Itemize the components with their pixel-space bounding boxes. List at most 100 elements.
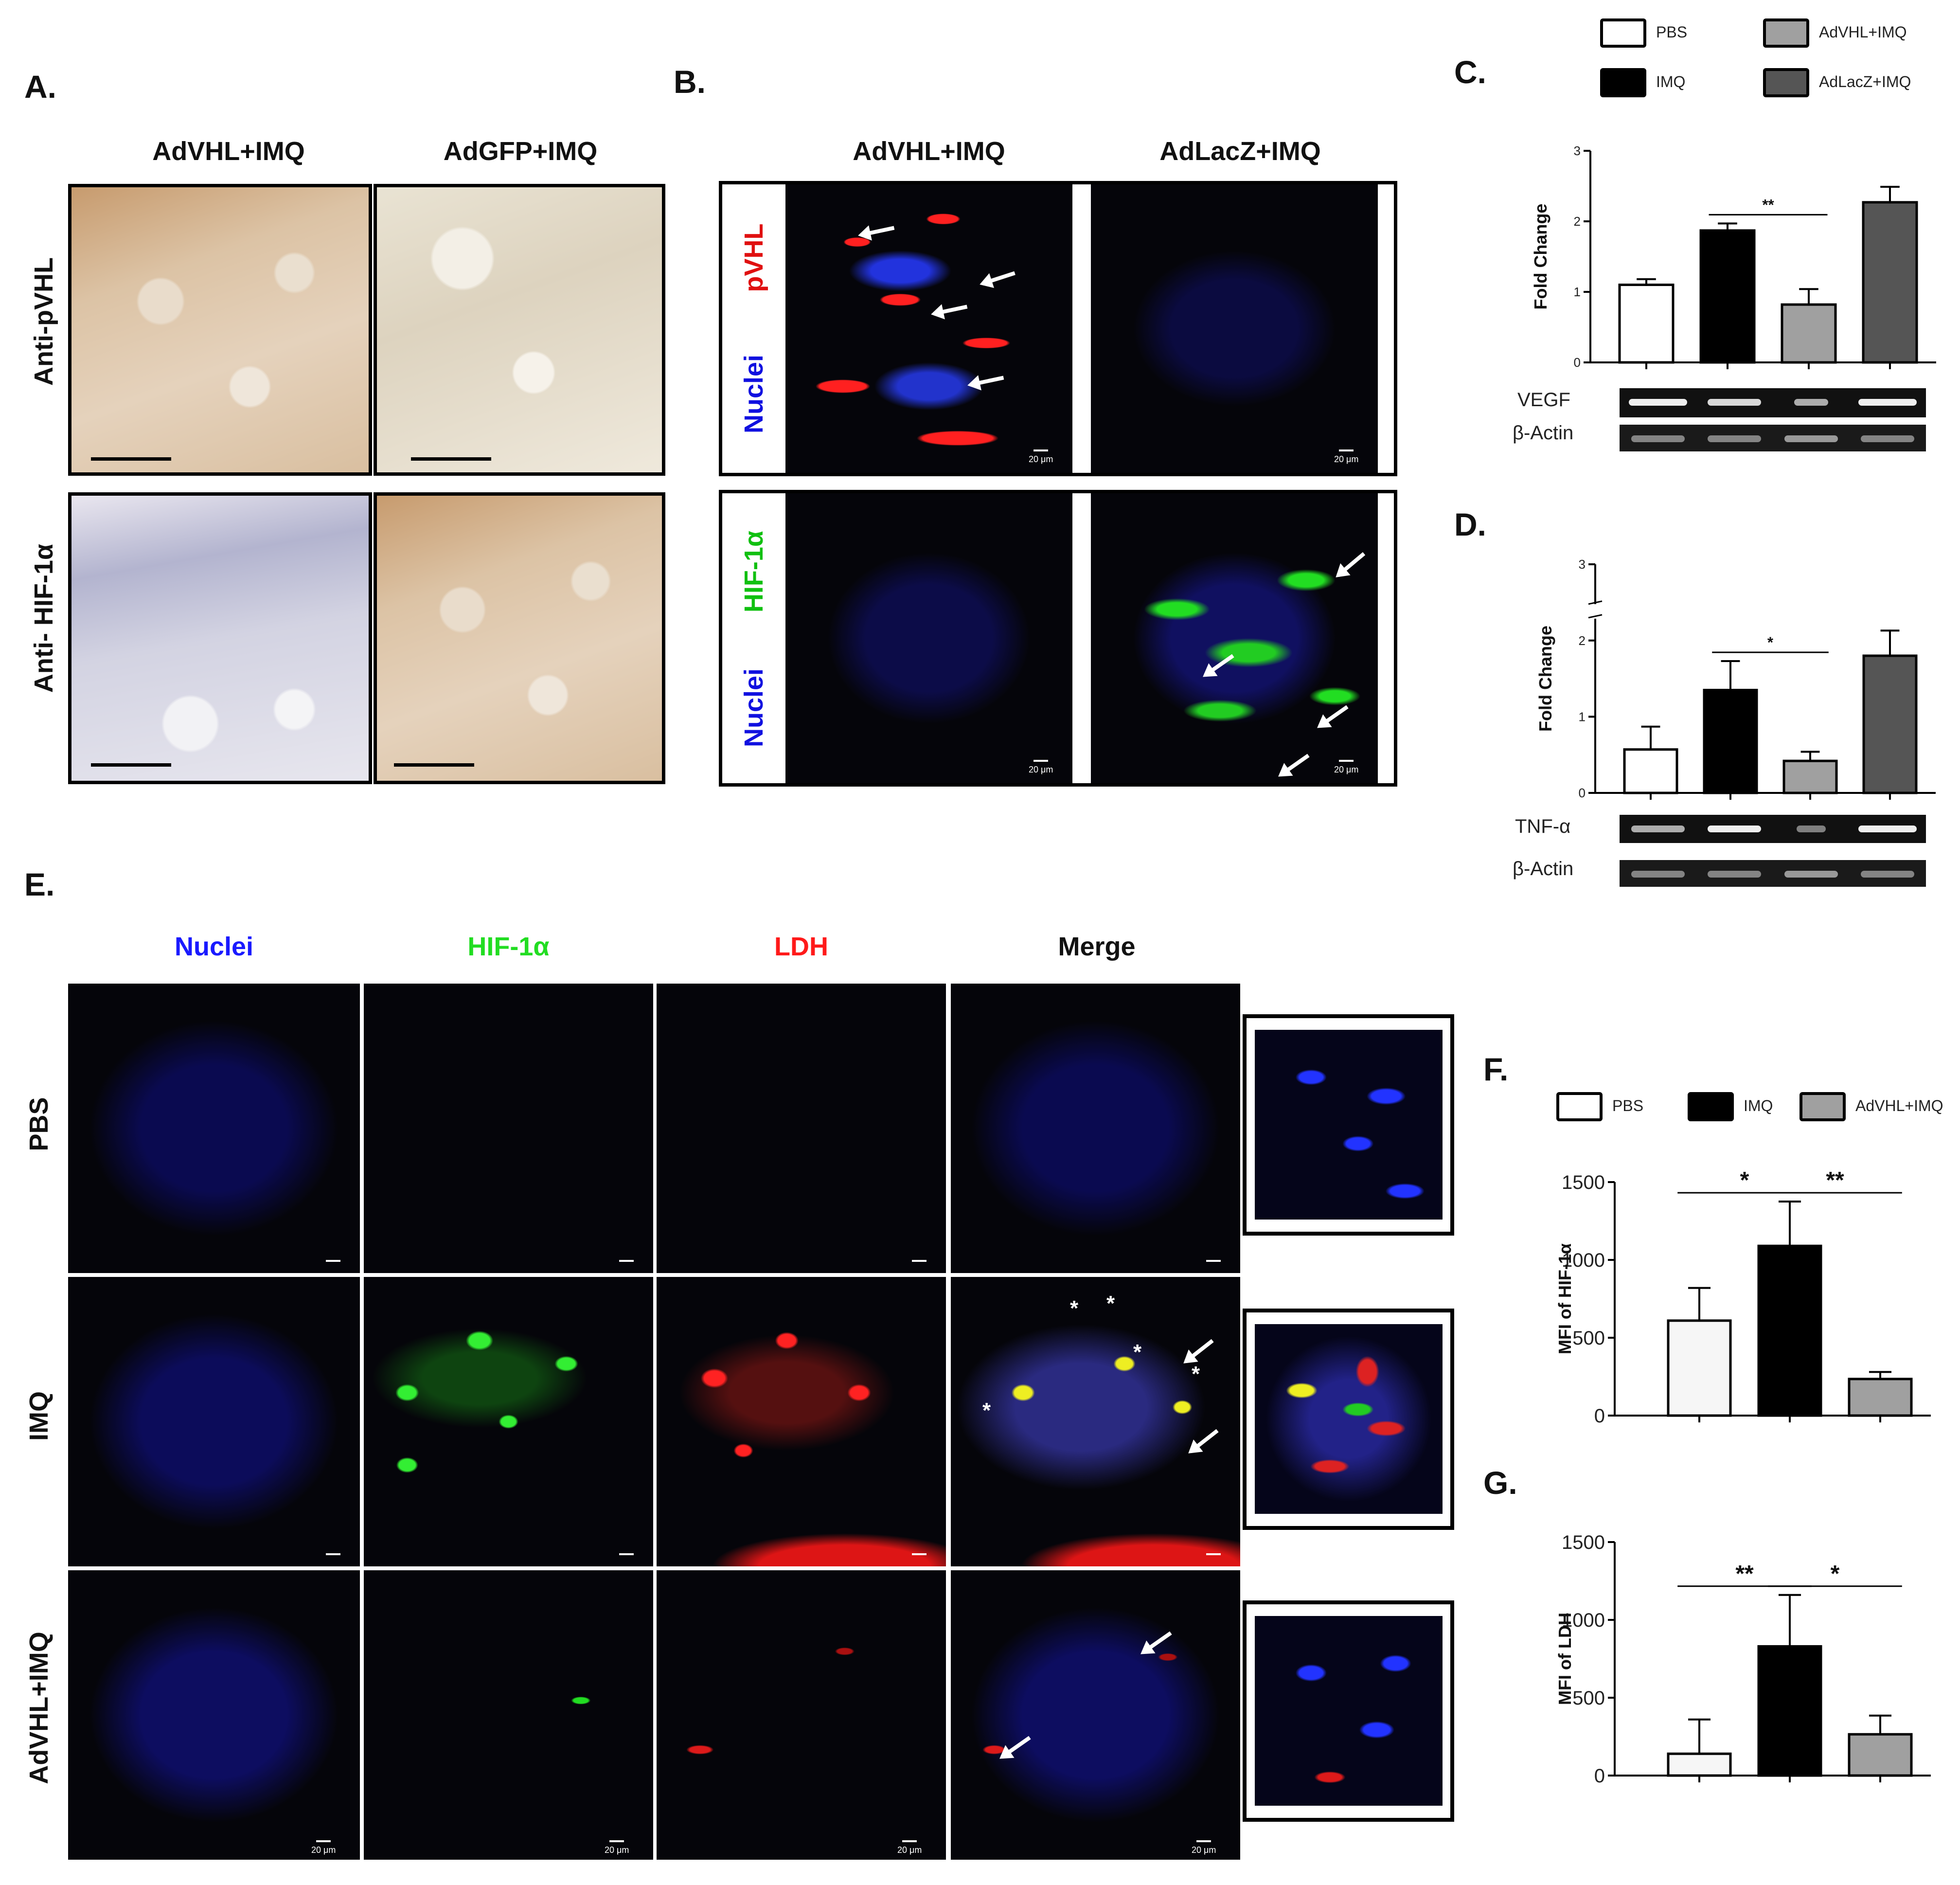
arrow-marker [1204,654,1234,677]
if-e-pbs-hif [364,984,653,1273]
y-axis-label: MFI of LDH [1555,1613,1575,1705]
bar-imq [1699,229,1756,364]
bar-pbs [1618,284,1675,364]
scale-bar [91,763,171,767]
bar-imq [1757,1645,1822,1777]
y-tick-label: 1 [1574,285,1581,299]
if-e-imq-nuclei [68,1277,360,1566]
gel-band [1794,399,1828,406]
ihc-image-adgfp-hif [374,492,665,784]
gel-band [1858,826,1917,832]
significance-label: ** [1826,1167,1844,1193]
inset-image [1255,1030,1443,1220]
legend-label-pbs: PBS [1612,1097,1644,1114]
gel-band [1631,871,1685,878]
legend-label-adlacz: AdLacZ+IMQ [1819,73,1911,90]
panel-label-c: C. [1454,54,1486,90]
bar-adlacz-imq [1862,654,1918,794]
scale-text: 20 μm [605,1845,629,1855]
gel-label-tnf: TNF-α [1515,816,1571,837]
bar-pbs [1667,1752,1732,1777]
inset-pbs [1243,1014,1454,1236]
bar-advhl-imq [1782,759,1838,794]
panel-label-a: A. [24,69,56,105]
y-axis-label: Fold Change [1535,626,1555,732]
scale-bar [394,763,474,767]
gel-band [1784,435,1838,442]
scale-bar [912,1553,927,1555]
y-tick-label: 1500 [1562,1532,1605,1553]
gel-band [1784,871,1838,878]
y-tick-label: 2 [1574,214,1581,229]
scale-bar [1339,760,1354,762]
panel-label-f: F. [1483,1051,1509,1087]
legend-swatch-advhl [1800,1092,1846,1121]
legend-swatch-imq [1688,1092,1734,1121]
gel-band [1796,826,1826,832]
inset-image [1255,1324,1443,1514]
bar-pbs [1667,1319,1732,1417]
bar-pbs [1623,748,1678,794]
if-e-advhl-merge: 20 μm [951,1570,1240,1860]
legend-label-pbs: PBS [1656,23,1688,41]
scale-text: 20 μm [1192,1845,1216,1855]
arrow-marker [1336,552,1366,577]
y-tick-label: 1500 [1562,1172,1605,1193]
scale-bar [1196,1840,1211,1842]
significance-label: * [1740,1167,1749,1193]
scale-text: 20 μm [1334,765,1359,774]
y-tick-label: 0 [1594,1405,1605,1427]
scale-text: 20 μm [1334,454,1359,464]
asterisk-marker: * [1070,1296,1079,1320]
scale-bar [326,1553,340,1555]
panel-e-row-header-advhl: AdVHL+IMQ [24,1632,53,1784]
scale-bar [1033,449,1048,451]
significance-label: ** [1735,1561,1754,1587]
panel-e-col-header-merge: Merge [1058,932,1136,961]
gel-band [1708,435,1762,442]
scale-bar [1033,760,1048,762]
if-image-advhl-pvhl: 20 μm [785,184,1072,473]
asterisk-marker: * [1192,1362,1200,1386]
y-axis-label: MFI of HIF-1α [1555,1243,1575,1354]
legend-cd: PBS IMQ AdVHL+IMQ AdLacZ+IMQ [1600,15,1950,102]
legend-swatch-advhl [1763,18,1809,48]
scale-bar [411,457,491,461]
significance-label: * [1767,634,1774,651]
legend-swatch-adlacz [1763,68,1809,97]
legend-label-advhl: AdVHL+IMQ [1855,1097,1943,1114]
if-e-advhl-nuclei: 20 μm [68,1570,360,1860]
y-tick-label: 0 [1579,786,1586,800]
arrow-marker [981,271,1016,286]
bar-advhl-imq [1781,303,1837,364]
scale-bar [619,1553,634,1555]
scale-bar [1339,449,1354,451]
asterisk-marker: * [1106,1292,1115,1315]
bar-imq [1757,1244,1822,1417]
gel-band [1708,871,1762,878]
hif-label: HIF-1α [739,530,768,613]
asterisk-marker: * [1133,1340,1142,1364]
panel-a-col-header-adgfp: AdGFP+IMQ [443,137,598,166]
gel-band [1861,871,1915,878]
gel-label-actin-d: β-Actin [1513,858,1574,880]
gel-actin-d [1620,860,1926,887]
if-e-imq-merge: * * * * * [951,1277,1240,1566]
y-tick-label: 1 [1579,709,1586,724]
scale-text: 20 μm [311,1845,336,1855]
inset-imq [1243,1309,1454,1530]
panel-a-row-header-hif: Anti- HIF-1α [29,543,58,693]
ihc-image-adgfp-pvhl [374,184,665,476]
panel-gap [1072,184,1091,473]
chart-c: 0 1 2 3 Fold Change ** [1531,144,1936,370]
scale-text: 20 μm [1029,765,1053,774]
legend-label-imq: IMQ [1656,73,1686,90]
scale-text: 20 μm [1029,454,1053,464]
scale-text: 20 μm [897,1845,922,1855]
if-image-adlacz-pvhl: 20 μm [1091,184,1378,473]
axis-break-mark [1588,614,1603,619]
if-panel-b-row2: HIF-1α Nuclei 20 μm 20 μm [719,490,1397,787]
panel-a-col-header-advhl: AdVHL+IMQ [152,137,305,166]
axis-break-mark [1588,600,1603,605]
